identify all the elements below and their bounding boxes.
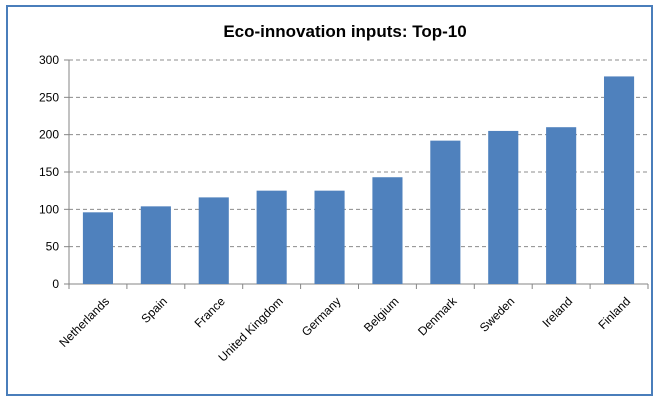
gridlines: [69, 59, 648, 248]
y-tick-label: 100: [39, 202, 59, 216]
y-tick-label: 250: [39, 90, 59, 104]
bar-belgium: [372, 177, 403, 284]
y-tick-label: 300: [39, 53, 59, 67]
bar-france: [198, 197, 229, 284]
bar-ireland: [546, 127, 577, 284]
bar-denmark: [430, 140, 461, 284]
y-tick-label: 50: [46, 240, 60, 254]
bar-finland: [603, 76, 635, 284]
bar-spain: [140, 206, 171, 284]
bar-germany: [314, 190, 345, 284]
y-tick-label: 150: [39, 165, 59, 179]
y-tick-label: 0: [52, 277, 59, 291]
bar-sweden: [488, 130, 519, 284]
chart-title: Eco-innovation inputs: Top-10: [223, 22, 466, 41]
y-tick-label: 200: [39, 128, 59, 142]
bar-united-kingdom: [256, 190, 287, 284]
chart-border: [6, 5, 653, 396]
bars: [82, 76, 635, 284]
bar-netherlands: [82, 212, 114, 284]
